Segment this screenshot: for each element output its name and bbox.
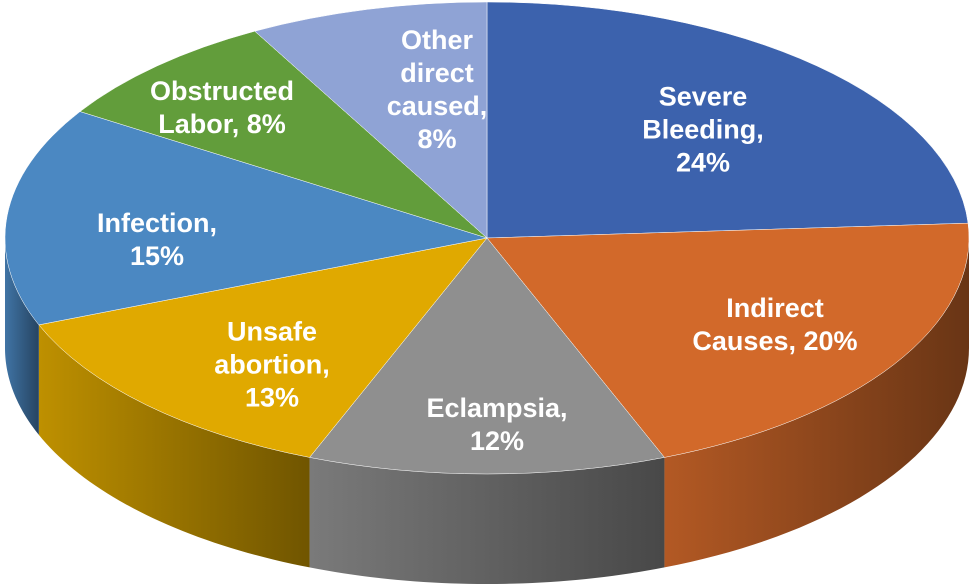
slice-indirect-causes[interactable] xyxy=(486,222,970,458)
label-unsafe-abortion: Unsafe abortion 13% xyxy=(197,316,347,415)
slice-name: Eclampsia xyxy=(426,393,567,423)
slice-value: 13% xyxy=(244,382,300,413)
slice-value: 24% xyxy=(675,147,731,178)
slice-severe-bleeding[interactable] xyxy=(486,1,969,239)
slice-obstructed-labor[interactable] xyxy=(79,30,488,239)
label-infection: Infection 15% xyxy=(77,207,237,273)
label-indirect-causes: Indirect Causes20% xyxy=(675,292,875,358)
slice-value: 8% xyxy=(417,124,457,154)
slice-side-indirect-causes xyxy=(664,238,969,568)
slice-side-unsafe-abortion xyxy=(38,324,310,568)
slice-name: Infection xyxy=(97,208,217,238)
slice-value: 20% xyxy=(803,326,858,356)
label-eclampsia: Eclampsia 12% xyxy=(407,392,587,458)
slice-value: 8% xyxy=(246,109,286,139)
slice-eclampsia[interactable] xyxy=(309,237,665,475)
slice-name: Other direct caused xyxy=(387,25,488,121)
label-obstructed-labor: Obstructed Labor8% xyxy=(132,75,312,141)
label-other-direct-caused: Other direct caused 8% xyxy=(377,24,497,156)
slice-infection[interactable] xyxy=(4,111,488,326)
slice-name: Unsafe abortion xyxy=(214,317,330,380)
slice-name: Severe Bleeding xyxy=(642,82,764,145)
slice-value: 12% xyxy=(469,426,525,456)
slice-value: 15% xyxy=(129,241,185,271)
slice-unsafe-abortion[interactable] xyxy=(38,237,488,458)
slice-side-eclampsia xyxy=(309,457,665,584)
slice-side-infection xyxy=(5,238,39,435)
slice-other-direct-caused[interactable] xyxy=(254,1,488,239)
label-severe-bleeding: Severe Bleeding 24% xyxy=(628,81,778,180)
